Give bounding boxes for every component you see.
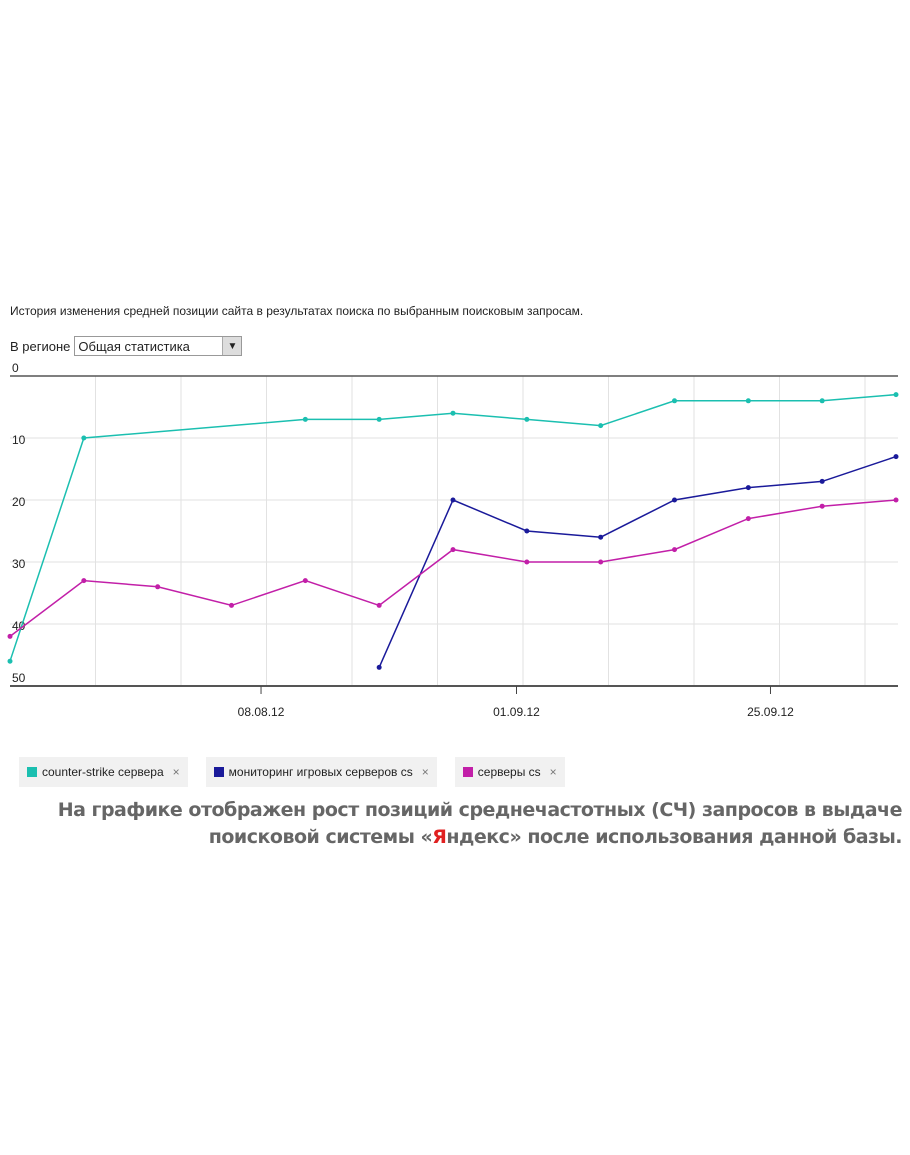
data-point-2	[229, 602, 234, 608]
data-point-1	[745, 485, 751, 491]
y-tick-label: 10	[12, 433, 26, 447]
data-point-0	[524, 416, 530, 422]
legend-label: мониторинг игровых серверов cs	[228, 765, 413, 779]
region-select[interactable]: Общая статистика ▼	[74, 336, 243, 356]
y-tick-label: 30	[12, 557, 26, 571]
close-icon[interactable]: ×	[549, 765, 557, 779]
legend: counter-strike сервера × мониторинг игров…	[19, 757, 565, 787]
data-point-1	[819, 478, 825, 484]
data-point-2	[376, 602, 382, 608]
data-point-0	[376, 416, 382, 422]
caption: На графике отображен рост позиций средне…	[57, 797, 903, 851]
chevron-down-icon: ▼	[222, 337, 242, 355]
x-tick-label: 25.09.12	[747, 705, 794, 719]
region-label: В регионе	[10, 338, 71, 354]
data-point-0	[598, 423, 604, 429]
data-point-0	[302, 416, 308, 422]
data-point-1	[450, 497, 456, 503]
data-point-2	[450, 547, 456, 553]
legend-label: counter-strike сервера	[42, 765, 164, 779]
x-tick-label: 01.09.12	[493, 705, 540, 719]
region-select-value: Общая статистика	[78, 338, 190, 354]
data-point-2	[598, 559, 604, 565]
data-point-0	[450, 410, 456, 416]
data-point-2	[893, 497, 899, 503]
close-icon[interactable]: ×	[172, 765, 180, 779]
series-line-0	[9, 393, 897, 662]
data-point-2	[81, 578, 87, 584]
data-point-0	[672, 398, 677, 404]
data-point-1	[524, 528, 530, 534]
data-point-2	[745, 516, 751, 522]
region-filter: В регионе Общая статистика ▼	[10, 336, 243, 356]
series-line-1	[378, 455, 897, 668]
x-tick-label: 08.08.12	[238, 705, 285, 719]
data-point-2	[155, 584, 161, 590]
y-tick-label: 20	[12, 495, 26, 509]
series-line-2	[9, 499, 897, 637]
data-point-1	[376, 664, 382, 670]
data-point-0	[893, 392, 899, 398]
legend-swatch	[27, 767, 37, 777]
data-point-1	[598, 534, 604, 540]
data-point-1	[672, 497, 677, 503]
y-tick-label: 0	[12, 361, 19, 375]
data-point-2	[672, 547, 677, 553]
caption-line-2: поисковой системы «Яндекс» после использ…	[58, 824, 903, 851]
legend-swatch	[462, 767, 473, 777]
caption-text: ндекс» после использования данной базы.	[446, 826, 902, 848]
chart-description: История изменения средней позиции сайта …	[10, 304, 584, 318]
data-point-2	[819, 503, 825, 509]
legend-item-0[interactable]: counter-strike сервера ×	[19, 757, 188, 787]
y-tick-label: 50	[12, 671, 26, 685]
data-point-2	[7, 633, 13, 639]
data-point-2	[524, 559, 530, 565]
data-point-0	[81, 435, 87, 441]
caption-line-1: На графике отображен рост позиций средне…	[57, 799, 903, 821]
caption-text: поисковой системы «	[208, 826, 433, 848]
data-point-0	[7, 658, 13, 664]
data-point-1	[893, 454, 899, 460]
legend-item-1[interactable]: мониторинг игровых серверов cs ×	[205, 757, 437, 787]
legend-item-2[interactable]: серверы cs ×	[454, 757, 565, 787]
legend-swatch	[213, 767, 224, 777]
legend-label: серверы cs	[477, 765, 541, 779]
data-point-2	[302, 578, 308, 584]
data-point-0	[745, 398, 751, 404]
close-icon[interactable]: ×	[421, 765, 429, 779]
data-point-0	[819, 398, 825, 404]
yandex-logo-letter: Я	[432, 826, 447, 848]
